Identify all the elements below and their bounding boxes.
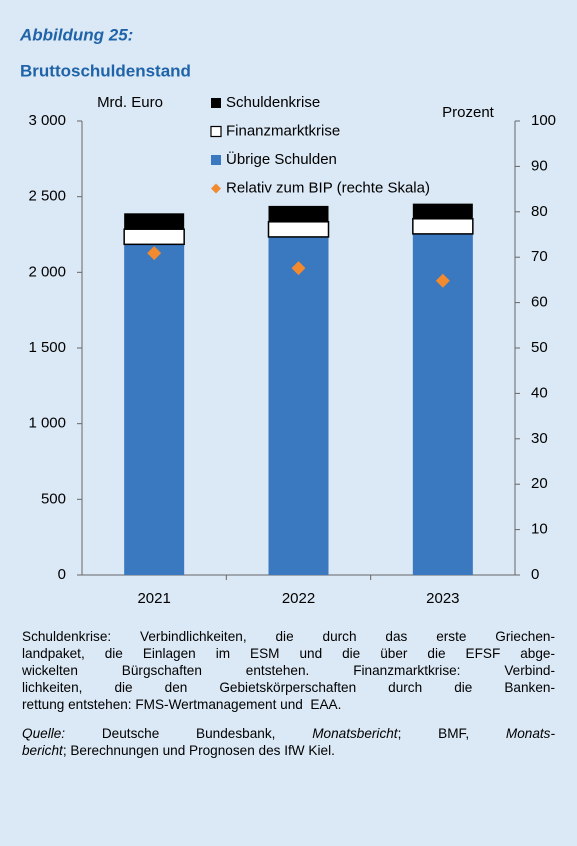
- x-tick-label: 2022: [282, 590, 315, 607]
- y-tick-label: 2 000: [28, 263, 66, 280]
- y2-tick-label: 50: [531, 339, 548, 356]
- bar-segment: [123, 228, 185, 246]
- note-line: rettung entstehen: FMS-Wertmanagement un…: [22, 697, 342, 712]
- source-line: bericht; Berechnungen und Prognosen des …: [22, 742, 555, 759]
- y2-tick-label: 10: [531, 521, 548, 538]
- legend-label: Finanzmarktkrise: [226, 122, 340, 139]
- legend-marker: [211, 98, 221, 108]
- legend-label: Übrige Schulden: [226, 150, 337, 168]
- y-tick-label: 500: [41, 490, 66, 507]
- bar-segment: [124, 213, 185, 230]
- bar-segment: [412, 203, 473, 219]
- chart-title: Abbildung 25:: [19, 25, 133, 44]
- source: Quelle: Deutsche Bundesbank, Monatsberic…: [22, 725, 555, 759]
- y2-tick-label: 20: [531, 475, 548, 492]
- source-text: Monats-: [505, 726, 555, 741]
- y2-tick-label: 70: [531, 248, 548, 265]
- y-tick-label: 2 500: [28, 188, 66, 205]
- y-tick-label: 1 500: [28, 339, 66, 356]
- scatter-point: [291, 261, 306, 276]
- source-text: bericht: [22, 743, 63, 758]
- y-tick-label: 1 000: [28, 415, 66, 432]
- y2-tick-label: 40: [531, 384, 548, 401]
- scatter-point: [147, 246, 162, 261]
- y2-tick-label: 0: [531, 566, 539, 583]
- y2-tick-label: 80: [531, 203, 548, 220]
- y-axis-label: Mrd. Euro: [97, 94, 163, 111]
- legend-label: Schuldenkrise: [226, 94, 320, 111]
- chart: Abbildung 25: Bruttoschuldenstand Mrd. E…: [19, 25, 556, 607]
- bar-segment: [268, 236, 329, 575]
- legend-label: Relativ zum BIP (rechte Skala): [226, 179, 430, 196]
- y2-tick-label: 60: [531, 294, 548, 311]
- y2-tick-label: 90: [531, 157, 548, 174]
- source-text: Monatsbericht: [312, 726, 398, 741]
- source-line: Quelle: Deutsche Bundesbank, Monatsberic…: [22, 725, 555, 742]
- notes: Schuldenkrise: Verbindlichkeiten, die du…: [22, 628, 555, 759]
- bar-segment: [268, 205, 329, 222]
- note-line: lichkeiten, die den Gebietskörperschafte…: [22, 680, 555, 695]
- y2-axis-label: Prozent: [442, 104, 495, 121]
- scatter-point: [435, 273, 450, 288]
- bar-segment: [267, 221, 330, 238]
- bar-segment: [412, 233, 473, 576]
- bar-segment: [412, 218, 474, 235]
- source-text: ; Berechnungen und Prognosen des IfW Kie…: [62, 743, 335, 758]
- legend-marker: [210, 125, 222, 138]
- y-tick-label: 3 000: [28, 112, 66, 129]
- footnote: Schuldenkrise: Verbindlichkeiten, die du…: [22, 628, 555, 713]
- chart-subtitle: Bruttoschuldenstand: [20, 61, 191, 80]
- y-tick-label: 0: [58, 566, 66, 583]
- legend-marker: [211, 183, 221, 194]
- source-text: Quelle:: [22, 726, 66, 741]
- x-tick-label: 2021: [137, 590, 170, 607]
- bar-segment: [124, 244, 185, 575]
- x-tick-label: 2023: [426, 590, 459, 607]
- source-text: Deutsche Bundesbank,: [65, 726, 313, 741]
- y2-tick-label: 30: [531, 430, 548, 447]
- note-line: wickelten Bürgschaften entstehen. Finanz…: [22, 663, 555, 678]
- note-line: Schuldenkrise: Verbindlichkeiten, die du…: [22, 629, 555, 644]
- source-text: ; BMF,: [397, 726, 506, 741]
- y2-tick-label: 100: [531, 112, 556, 129]
- note-line: landpaket, die Einlagen im ESM und die ü…: [22, 646, 555, 661]
- legend-marker: [211, 155, 221, 165]
